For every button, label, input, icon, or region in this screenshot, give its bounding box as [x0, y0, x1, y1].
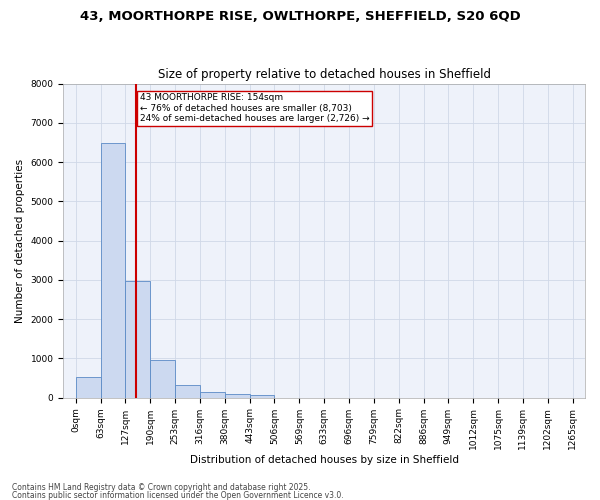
- Bar: [150, 360, 175, 398]
- X-axis label: Distribution of detached houses by size in Sheffield: Distribution of detached houses by size …: [190, 455, 458, 465]
- Bar: [175, 384, 200, 398]
- Text: Contains HM Land Registry data © Crown copyright and database right 2025.: Contains HM Land Registry data © Crown c…: [12, 484, 311, 492]
- Text: 43 MOORTHORPE RISE: 154sqm
← 76% of detached houses are smaller (8,703)
24% of s: 43 MOORTHORPE RISE: 154sqm ← 76% of deta…: [140, 94, 369, 123]
- Text: Contains public sector information licensed under the Open Government Licence v3: Contains public sector information licen…: [12, 491, 344, 500]
- Bar: [225, 394, 250, 398]
- Bar: [76, 377, 101, 398]
- Y-axis label: Number of detached properties: Number of detached properties: [15, 158, 25, 322]
- Bar: [125, 282, 150, 398]
- Bar: [250, 395, 274, 398]
- Bar: [101, 143, 125, 398]
- Bar: [200, 392, 225, 398]
- Title: Size of property relative to detached houses in Sheffield: Size of property relative to detached ho…: [158, 68, 491, 81]
- Text: 43, MOORTHORPE RISE, OWLTHORPE, SHEFFIELD, S20 6QD: 43, MOORTHORPE RISE, OWLTHORPE, SHEFFIEL…: [80, 10, 520, 23]
